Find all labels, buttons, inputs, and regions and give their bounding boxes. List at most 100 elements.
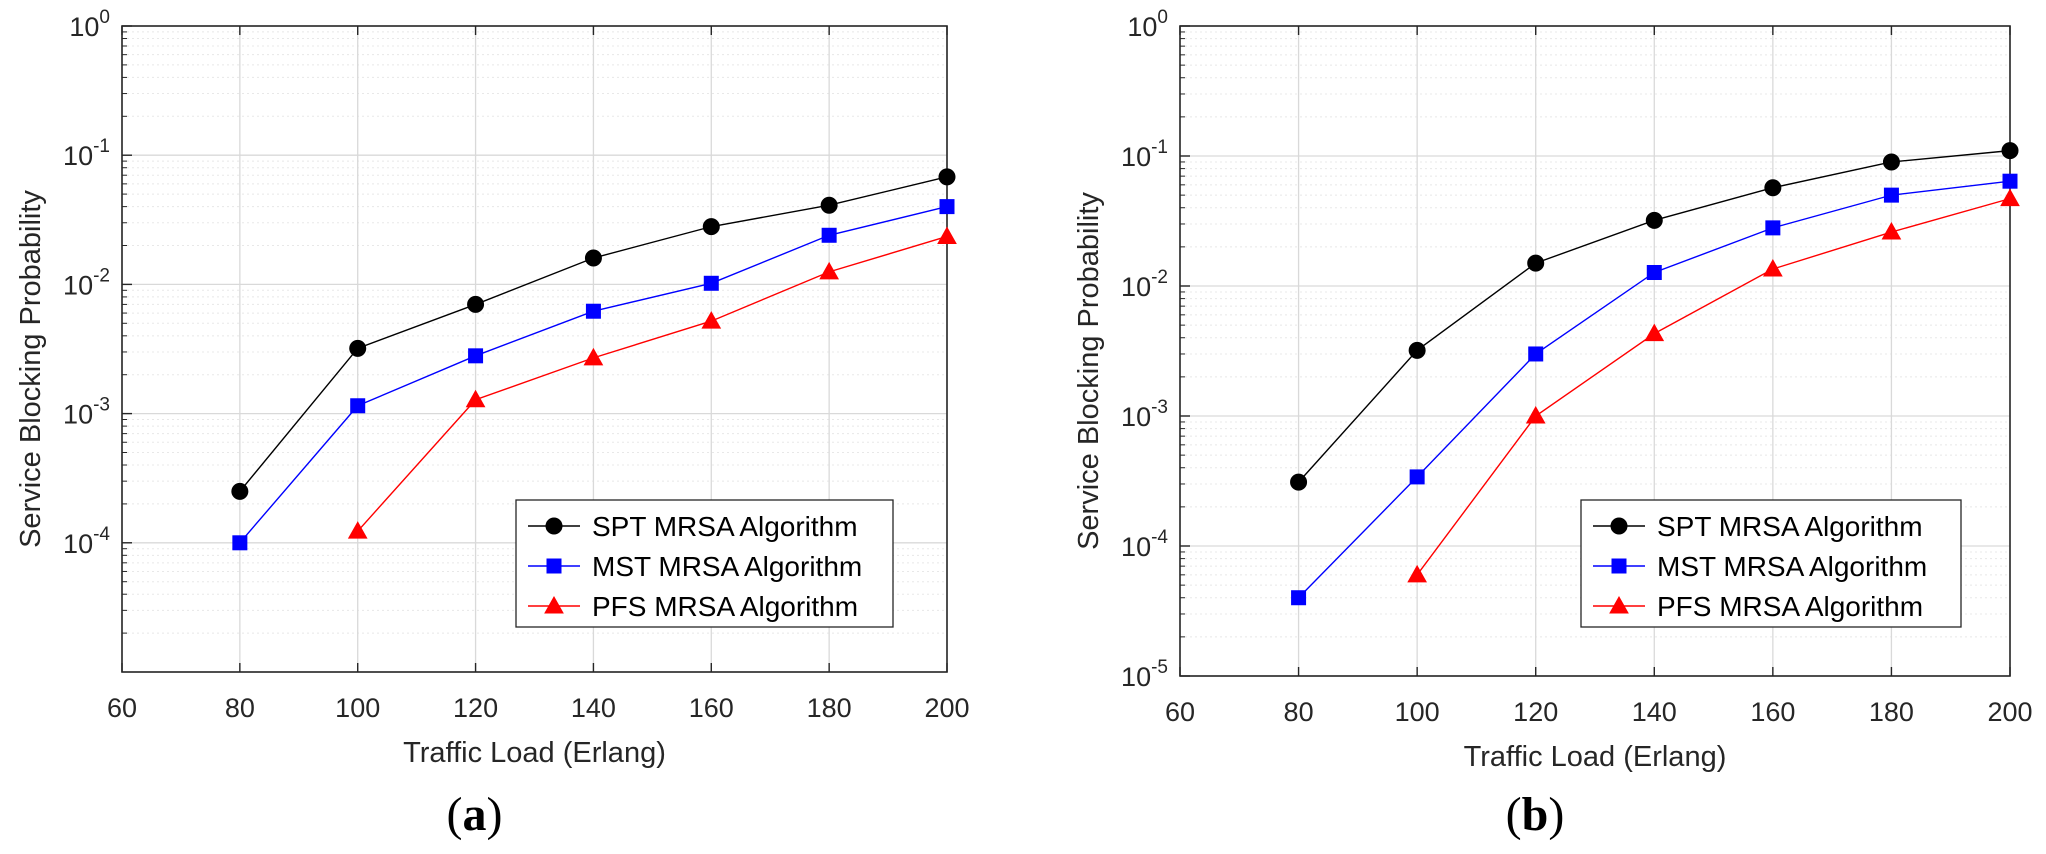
data-point (1883, 187, 1899, 203)
y-axis-label: Service Blocking Probability (15, 190, 47, 548)
data-point (1763, 259, 1783, 277)
legend-marker (545, 517, 563, 535)
data-point (232, 535, 248, 551)
legend-marker (1611, 558, 1627, 574)
legend-label: SPT MRSA Algorithm (592, 511, 858, 542)
x-tick-label: 180 (1869, 697, 1914, 727)
data-point (1291, 590, 1307, 606)
series-line (1416, 197, 2011, 576)
x-tick-label: 200 (1987, 697, 2032, 727)
axes-box (121, 25, 948, 673)
series-circle (1290, 142, 2019, 491)
axes-box (1179, 25, 2011, 677)
data-point (1646, 265, 1662, 281)
series-triangle (347, 226, 957, 539)
data-point (1764, 179, 1782, 197)
data-point (1408, 341, 1426, 359)
y-tick-label: 10-4 (63, 524, 110, 559)
legend-marker (1609, 595, 1629, 614)
data-point (819, 261, 839, 280)
legend: SPT MRSA Algorithm MST MRSA Algorithm PFS … (515, 499, 894, 628)
data-point (2001, 142, 2019, 160)
y-tick-label: 10-2 (1121, 267, 1168, 302)
legend-label: PFS MRSA Algorithm (1657, 591, 1923, 622)
x-tick-label: 60 (1165, 697, 1195, 727)
data-point (1290, 473, 1308, 491)
legend: SPT MRSA Algorithm MST MRSA Algorithm PFS … (1580, 499, 1962, 628)
series-square (232, 199, 955, 551)
data-point (1528, 346, 1544, 362)
legend-marker (1610, 517, 1628, 535)
x-tick-label: 200 (924, 693, 969, 723)
y-tick-label: 100 (69, 7, 110, 42)
x-tick-label: 160 (689, 693, 734, 723)
x-tick-label: 120 (453, 693, 498, 723)
data-point (1525, 405, 1546, 424)
x-tick-label: 160 (1750, 697, 1795, 727)
chart-panel-a: 60 80 100 120 140 160 180 200 10-4 10-3 10-2 10-1 10… (15, 7, 970, 841)
y-tick-label: 10-1 (1121, 137, 1168, 172)
data-point (938, 168, 956, 186)
data-point (231, 482, 249, 500)
data-point (1882, 153, 1900, 171)
panel-label: (b) (1506, 788, 1565, 841)
x-tick-label: 140 (1632, 697, 1677, 727)
data-point (1409, 469, 1425, 485)
data-point (1645, 211, 1663, 229)
panel-label: (a) (447, 788, 503, 841)
data-point (583, 347, 604, 366)
y-axis-label: Service Blocking Probability (1073, 192, 1105, 550)
data-point (349, 339, 367, 357)
data-point (1407, 564, 1427, 583)
y-tick-label: 10-5 (1121, 657, 1168, 692)
y-tick-label: 10-1 (63, 136, 110, 171)
x-tick-label: 100 (1395, 697, 1440, 727)
data-point (937, 226, 957, 244)
data-point (939, 199, 955, 215)
legend-marker (546, 558, 562, 574)
data-point (584, 249, 602, 267)
series-line (357, 235, 948, 532)
series-square (1291, 173, 2018, 606)
legend-marker (544, 595, 564, 614)
data-point (703, 275, 719, 291)
data-point (347, 521, 368, 539)
x-tick-label: 100 (335, 693, 380, 723)
y-tick-label: 10-2 (63, 265, 110, 300)
x-tick-label: 140 (571, 693, 616, 723)
data-point (465, 389, 486, 408)
data-point (1644, 323, 1665, 342)
y-tick-label: 10-3 (63, 395, 110, 430)
series-circle (231, 168, 956, 500)
x-tick-label: 180 (807, 693, 852, 723)
data-point (467, 295, 485, 313)
data-point (701, 311, 722, 329)
y-tick-label: 10-3 (1121, 397, 1168, 432)
data-point (1527, 254, 1545, 272)
legend-label: MST MRSA Algorithm (592, 551, 862, 582)
x-axis-label: Traffic Load (Erlang) (1464, 741, 1727, 773)
data-point (1881, 222, 1902, 240)
data-point (1765, 220, 1781, 236)
legend-label: SPT MRSA Algorithm (1657, 511, 1923, 542)
data-point (468, 348, 484, 364)
y-tick-label: 10-4 (1121, 527, 1168, 562)
x-axis-label: Traffic Load (Erlang) (403, 737, 666, 769)
chart-panel-b: 60 80 100 120 140 160 180 200 10-5 10-4 10-3 10-2 10… (1073, 7, 2033, 841)
data-point (2000, 188, 2020, 207)
data-point (821, 227, 837, 243)
data-point (585, 303, 601, 319)
legend-label: MST MRSA Algorithm (1657, 551, 1927, 582)
x-tick-label: 60 (107, 693, 137, 723)
x-tick-label: 120 (1513, 697, 1558, 727)
legend-label: PFS MRSA Algorithm (592, 591, 858, 622)
series-triangle (1407, 188, 2020, 583)
x-tick-label: 80 (1284, 697, 1314, 727)
data-point (350, 398, 366, 414)
data-point (702, 218, 720, 236)
x-tick-label: 80 (225, 693, 255, 723)
data-point (820, 196, 838, 214)
y-tick-label: 100 (1127, 7, 1168, 42)
data-point (2002, 173, 2018, 189)
